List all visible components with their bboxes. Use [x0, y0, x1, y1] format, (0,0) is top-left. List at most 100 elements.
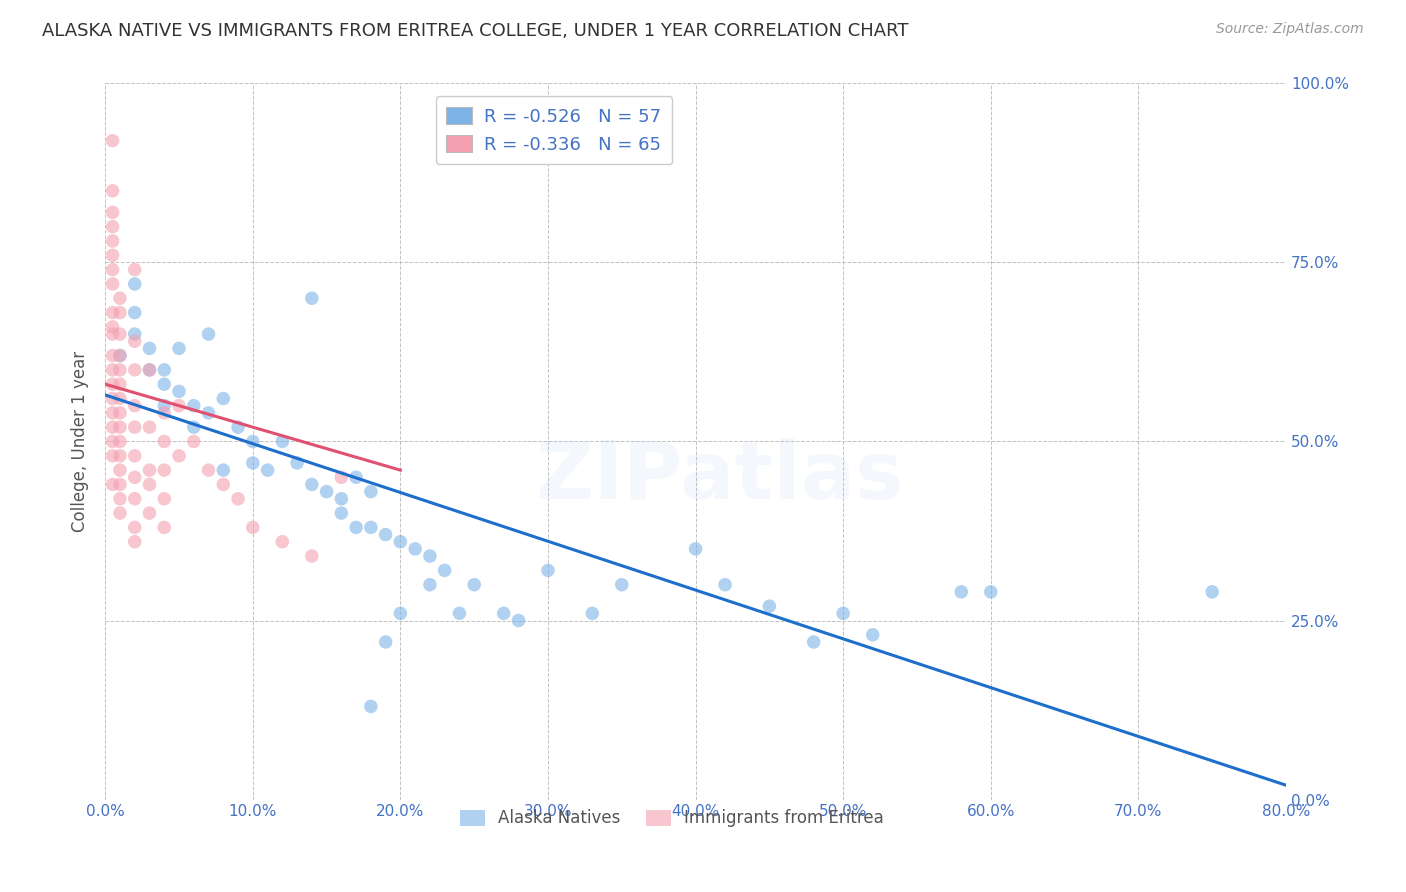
Point [138, 420, 160, 434]
Point [124, 491, 146, 506]
Point [108, 349, 131, 363]
Point [1201, 585, 1223, 599]
Point [101, 319, 124, 334]
Point [167, 384, 190, 399]
Point [101, 219, 124, 234]
Point [226, 491, 249, 506]
Point [108, 420, 131, 434]
Point [138, 363, 160, 377]
Point [124, 399, 146, 413]
Point [167, 399, 190, 413]
Point [167, 342, 190, 356]
Point [301, 477, 323, 491]
Point [344, 470, 367, 484]
Point [226, 420, 249, 434]
Point [419, 549, 441, 563]
Point [101, 449, 124, 463]
Text: ALASKA NATIVE VS IMMIGRANTS FROM ERITREA COLLEGE, UNDER 1 YEAR CORRELATION CHART: ALASKA NATIVE VS IMMIGRANTS FROM ERITREA… [42, 22, 908, 40]
Point [271, 434, 294, 449]
Point [508, 614, 530, 628]
Point [301, 549, 323, 563]
Point [153, 363, 176, 377]
Point [101, 262, 124, 277]
Point [330, 506, 353, 520]
Point [101, 134, 124, 148]
Point [138, 477, 160, 491]
Point [758, 599, 780, 614]
Point [124, 534, 146, 549]
Point [108, 449, 131, 463]
Point [101, 377, 124, 392]
Point [108, 349, 131, 363]
Point [153, 406, 176, 420]
Point [124, 305, 146, 319]
Point [315, 484, 337, 499]
Point [108, 291, 131, 305]
Point [374, 635, 396, 649]
Point [581, 607, 603, 621]
Point [183, 399, 205, 413]
Point [153, 434, 176, 449]
Point [449, 607, 471, 621]
Point [404, 541, 426, 556]
Point [256, 463, 278, 477]
Point [124, 334, 146, 349]
Point [138, 342, 160, 356]
Point [108, 463, 131, 477]
Point [285, 456, 308, 470]
Point [138, 463, 160, 477]
Point [124, 420, 146, 434]
Point [101, 420, 124, 434]
Point [344, 520, 367, 534]
Point [101, 234, 124, 248]
Point [108, 377, 131, 392]
Point [101, 349, 124, 363]
Point [212, 392, 235, 406]
Point [101, 305, 124, 319]
Point [301, 291, 323, 305]
Point [138, 506, 160, 520]
Point [463, 577, 485, 591]
Point [433, 563, 456, 577]
Point [101, 327, 124, 342]
Point [183, 434, 205, 449]
Legend: Alaska Natives, Immigrants from Eritrea: Alaska Natives, Immigrants from Eritrea [453, 803, 890, 834]
Point [271, 534, 294, 549]
Point [197, 327, 219, 342]
Point [685, 541, 707, 556]
Point [242, 520, 264, 534]
Point [197, 463, 219, 477]
Point [212, 463, 235, 477]
Point [108, 327, 131, 342]
Point [980, 585, 1002, 599]
Point [108, 434, 131, 449]
Point [101, 406, 124, 420]
Point [803, 635, 825, 649]
Point [153, 377, 176, 392]
Point [124, 327, 146, 342]
Point [950, 585, 973, 599]
Point [389, 534, 412, 549]
Point [108, 363, 131, 377]
Point [153, 491, 176, 506]
Point [108, 392, 131, 406]
Point [101, 477, 124, 491]
Point [330, 470, 353, 484]
Point [537, 563, 560, 577]
Point [360, 520, 382, 534]
Point [101, 248, 124, 262]
Point [167, 449, 190, 463]
Point [183, 420, 205, 434]
Point [153, 399, 176, 413]
Point [212, 477, 235, 491]
Point [124, 262, 146, 277]
Point [389, 607, 412, 621]
Point [714, 577, 737, 591]
Point [124, 520, 146, 534]
Text: Source: ZipAtlas.com: Source: ZipAtlas.com [1216, 22, 1364, 37]
Point [108, 506, 131, 520]
Y-axis label: College, Under 1 year: College, Under 1 year [72, 351, 89, 532]
Point [101, 363, 124, 377]
Point [862, 628, 884, 642]
Point [197, 406, 219, 420]
